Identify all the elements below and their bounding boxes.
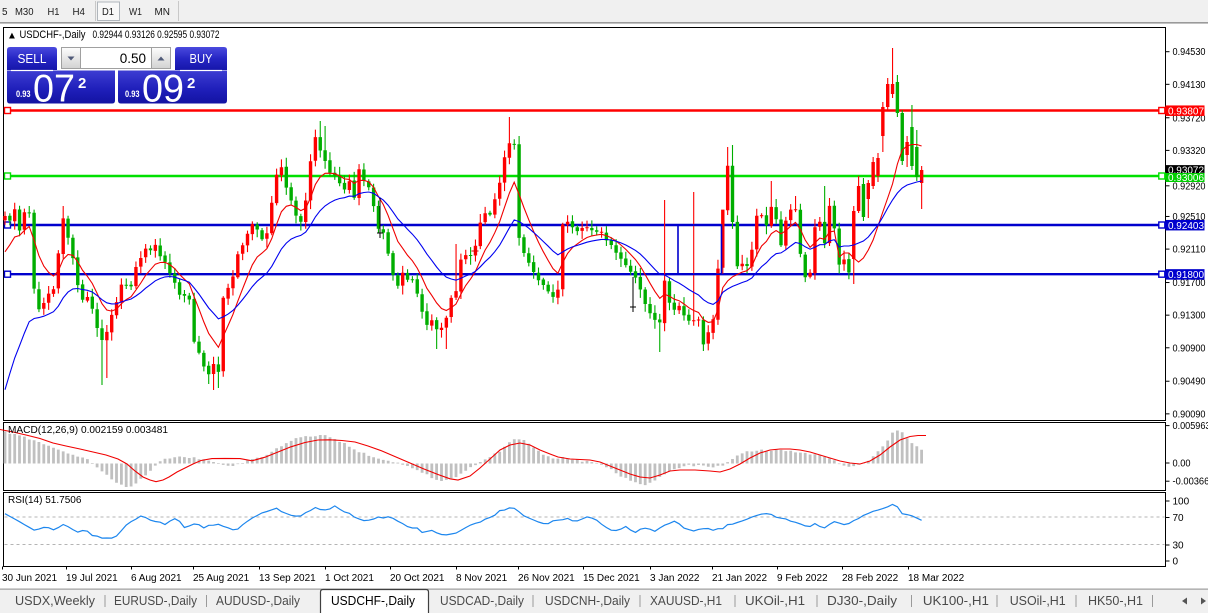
svg-text:26 Nov 2021: 26 Nov 2021 xyxy=(518,573,575,584)
svg-text:0.91700: 0.91700 xyxy=(1173,278,1206,289)
svg-text:|: | xyxy=(205,594,208,608)
svg-text:0.93006: 0.93006 xyxy=(1168,172,1204,184)
svg-text:HK50-,H1: HK50-,H1 xyxy=(1088,594,1143,608)
svg-text:|: | xyxy=(910,594,913,608)
svg-text:BUY: BUY xyxy=(190,51,213,66)
svg-text:▲: ▲ xyxy=(7,31,17,42)
svg-text:0.00: 0.00 xyxy=(1173,459,1191,470)
svg-text:21 Jan 2022: 21 Jan 2022 xyxy=(712,573,767,584)
svg-text:RSI(14) 51.7506: RSI(14) 51.7506 xyxy=(8,495,82,506)
svg-text:MACD(12,26,9) 0.002159 0.00348: MACD(12,26,9) 0.002159 0.003481 xyxy=(8,425,168,436)
svg-text:0.92510: 0.92510 xyxy=(1173,212,1206,223)
svg-text:0.93: 0.93 xyxy=(125,89,140,99)
svg-text:0.93: 0.93 xyxy=(16,89,31,99)
svg-text:UK100-,H1: UK100-,H1 xyxy=(923,594,989,608)
svg-text:|: | xyxy=(733,594,736,608)
svg-text:XAUUSD-,H1: XAUUSD-,H1 xyxy=(650,594,722,608)
svg-text:0.91300: 0.91300 xyxy=(1173,311,1206,322)
svg-text:|: | xyxy=(995,594,998,608)
svg-text:0.92944 0.93126 0.92595 0.9307: 0.92944 0.93126 0.92595 0.93072 xyxy=(93,29,220,41)
svg-text:28 Feb 2022: 28 Feb 2022 xyxy=(842,573,899,584)
svg-text:MN: MN xyxy=(155,7,171,18)
svg-text:0.92110: 0.92110 xyxy=(1173,245,1206,256)
svg-text:8 Nov 2021: 8 Nov 2021 xyxy=(456,573,508,584)
svg-text:USDCNH-,Daily: USDCNH-,Daily xyxy=(545,594,631,608)
svg-text:USDCHF-,Daily: USDCHF-,Daily xyxy=(331,594,416,608)
svg-text:07: 07 xyxy=(33,68,75,111)
svg-text:9 Feb 2022: 9 Feb 2022 xyxy=(777,573,828,584)
svg-text:EURUSD-,Daily: EURUSD-,Daily xyxy=(114,594,198,608)
svg-text:0.005963: 0.005963 xyxy=(1173,421,1208,432)
svg-text:H1: H1 xyxy=(48,7,60,18)
svg-text:0.93720: 0.93720 xyxy=(1173,113,1206,124)
svg-text:70: 70 xyxy=(1173,513,1185,524)
svg-text:DJ30-,Daily: DJ30-,Daily xyxy=(827,594,898,608)
svg-text:13 Sep 2021: 13 Sep 2021 xyxy=(259,573,316,584)
svg-text:0.94130: 0.94130 xyxy=(1173,80,1206,91)
svg-text:|: | xyxy=(103,594,106,608)
svg-text:0.93807: 0.93807 xyxy=(1168,105,1204,117)
svg-text:2: 2 xyxy=(78,75,86,92)
svg-text:2: 2 xyxy=(187,75,195,92)
svg-text:D1: D1 xyxy=(102,7,114,18)
svg-text:USOil-,H1: USOil-,H1 xyxy=(1010,594,1066,608)
svg-text:0.90490: 0.90490 xyxy=(1173,377,1206,388)
svg-text:6 Aug 2021: 6 Aug 2021 xyxy=(131,573,182,584)
svg-text:0.90900: 0.90900 xyxy=(1173,343,1206,354)
svg-text:100: 100 xyxy=(1173,497,1190,508)
svg-text:UKOil-,H1: UKOil-,H1 xyxy=(745,594,805,608)
svg-text:20 Oct 2021: 20 Oct 2021 xyxy=(390,573,445,584)
svg-text:1 Oct 2021: 1 Oct 2021 xyxy=(325,573,374,584)
svg-text:09: 09 xyxy=(142,68,184,111)
svg-text:15 Dec 2021: 15 Dec 2021 xyxy=(583,573,640,584)
svg-text:0.50: 0.50 xyxy=(120,51,146,66)
svg-text:3 Jan 2022: 3 Jan 2022 xyxy=(650,573,700,584)
svg-text:18 Mar 2022: 18 Mar 2022 xyxy=(908,573,965,584)
svg-text:30: 30 xyxy=(1173,541,1185,552)
svg-text:19 Jul 2021: 19 Jul 2021 xyxy=(66,573,118,584)
svg-text:-0.003664: -0.003664 xyxy=(1173,477,1208,488)
svg-text:M30: M30 xyxy=(15,7,34,18)
svg-text:USDCHF-,Daily: USDCHF-,Daily xyxy=(20,29,86,41)
svg-text:25 Aug 2021: 25 Aug 2021 xyxy=(193,573,250,584)
svg-text:|: | xyxy=(531,594,534,608)
svg-text:USDCAD-,Daily: USDCAD-,Daily xyxy=(440,594,525,608)
svg-text:5: 5 xyxy=(2,7,8,18)
svg-text:0.91800: 0.91800 xyxy=(1168,269,1204,281)
svg-text:0.94530: 0.94530 xyxy=(1173,47,1206,58)
svg-text:H4: H4 xyxy=(73,7,86,18)
svg-text:0.92920: 0.92920 xyxy=(1173,181,1206,192)
svg-text:|: | xyxy=(1074,594,1077,608)
svg-text:0: 0 xyxy=(1173,557,1179,568)
svg-text:0.93320: 0.93320 xyxy=(1173,146,1206,157)
svg-text:|: | xyxy=(638,594,641,608)
svg-text:USDX,Weekly: USDX,Weekly xyxy=(15,594,96,608)
svg-text:W1: W1 xyxy=(129,7,142,18)
svg-text:0.92403: 0.92403 xyxy=(1168,220,1204,232)
svg-text:SELL: SELL xyxy=(18,51,47,66)
svg-text:0.90090: 0.90090 xyxy=(1173,409,1206,420)
svg-text:30 Jun 2021: 30 Jun 2021 xyxy=(2,573,57,584)
svg-text:|: | xyxy=(1151,594,1154,608)
svg-text:AUDUSD-,Daily: AUDUSD-,Daily xyxy=(216,594,301,608)
svg-text:|: | xyxy=(815,594,818,608)
